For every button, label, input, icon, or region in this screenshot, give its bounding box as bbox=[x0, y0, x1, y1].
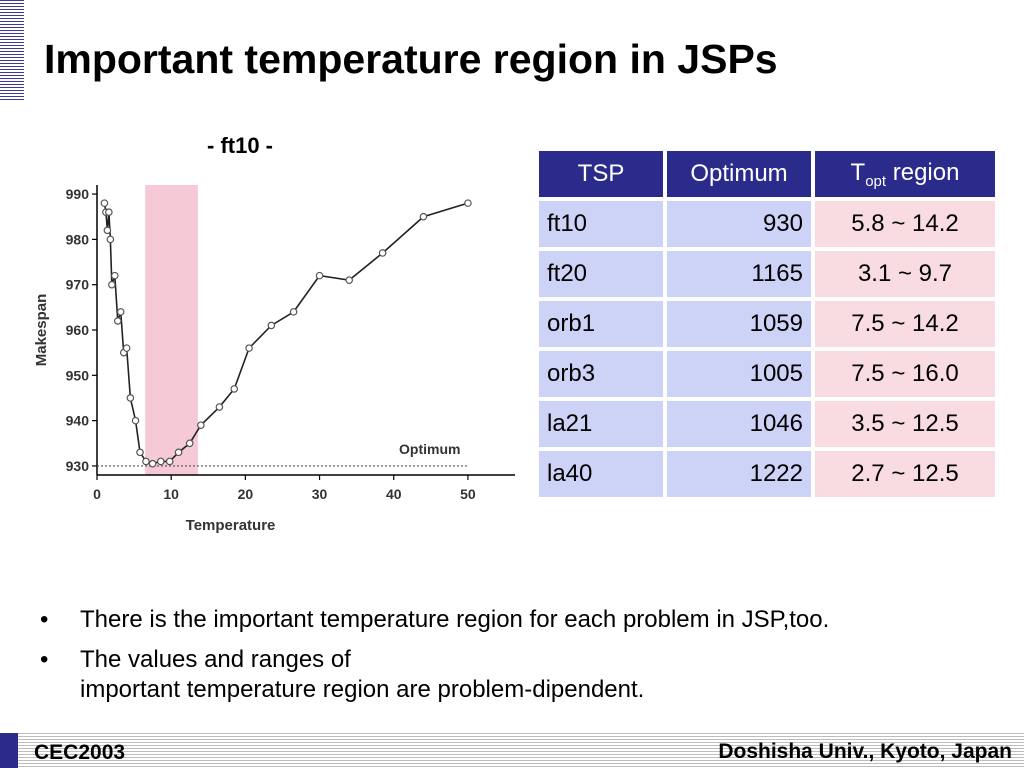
data-point bbox=[122, 344, 131, 352]
cell-tsp: orb3 bbox=[539, 351, 663, 397]
header-opt-subscript: opt bbox=[865, 172, 887, 190]
bullet-item: • There is the important temperature reg… bbox=[40, 605, 829, 635]
header-region-text: region bbox=[886, 158, 960, 186]
data-point bbox=[185, 439, 194, 448]
y-tick-label: 950 bbox=[66, 367, 90, 383]
data-point bbox=[464, 199, 472, 207]
cell-tsp: ft20 bbox=[539, 251, 663, 297]
jsp-table: TSP Optimum Topt region ft10 930 5.8 ~ 1… bbox=[535, 147, 999, 501]
data-point bbox=[131, 416, 140, 425]
cell-region: 3.5 ~ 12.5 bbox=[815, 401, 995, 447]
cell-optimum: 1165 bbox=[667, 251, 811, 297]
bullet-text: There is the important temperature regio… bbox=[80, 606, 830, 633]
x-tick-label: 50 bbox=[460, 486, 476, 502]
table-row: ft10 930 5.8 ~ 14.2 bbox=[539, 201, 995, 247]
data-point bbox=[165, 457, 174, 466]
cell-region: 5.8 ~ 14.2 bbox=[815, 201, 995, 247]
y-tick-label: 980 bbox=[66, 231, 90, 247]
footer-conference: CEC2003 bbox=[34, 741, 126, 764]
table-row: la21 1046 3.5 ~ 12.5 bbox=[539, 401, 995, 447]
cell-optimum: 1059 bbox=[667, 301, 811, 347]
cell-region: 7.5 ~ 16.0 bbox=[815, 351, 995, 397]
cell-tsp: la21 bbox=[539, 401, 663, 447]
x-tick-label: 30 bbox=[312, 486, 328, 502]
data-point bbox=[103, 226, 112, 235]
y-tick-label: 990 bbox=[66, 186, 90, 202]
chart-title: - ft10 - bbox=[207, 133, 273, 158]
cell-tsp: la40 bbox=[539, 451, 663, 497]
y-tick-label: 970 bbox=[66, 277, 90, 293]
table-row: orb3 1005 7.5 ~ 16.0 bbox=[539, 351, 995, 397]
data-point bbox=[267, 321, 276, 330]
decorative-stripe-bar bbox=[0, 0, 24, 100]
data-point bbox=[106, 235, 115, 244]
data-point bbox=[113, 317, 122, 325]
cell-tsp: orb1 bbox=[539, 301, 663, 347]
data-point bbox=[111, 271, 119, 280]
bullet-dot-icon: • bbox=[40, 646, 49, 673]
data-point bbox=[230, 385, 239, 393]
data-point bbox=[174, 448, 183, 457]
table-row: ft20 1165 3.1 ~ 9.7 bbox=[539, 251, 995, 297]
header-topt-region: Topt region bbox=[815, 151, 995, 197]
x-tick-label: 10 bbox=[163, 486, 179, 502]
x-axis-label: Temperature bbox=[186, 517, 276, 534]
data-point bbox=[108, 280, 116, 289]
optimum-label: Optimum bbox=[399, 441, 460, 457]
slide-title: Important temperature region in JSPs bbox=[44, 36, 778, 82]
cell-region: 2.7 ~ 12.5 bbox=[815, 451, 995, 497]
y-tick-label: 930 bbox=[66, 458, 90, 474]
header-tsp: TSP bbox=[539, 151, 663, 197]
data-point bbox=[156, 457, 165, 466]
data-point bbox=[100, 199, 109, 207]
cell-optimum: 930 bbox=[667, 201, 811, 247]
data-point bbox=[419, 212, 428, 221]
cell-region: 3.1 ~ 9.7 bbox=[815, 251, 995, 297]
data-point bbox=[315, 271, 324, 280]
footer-affiliation: Doshisha Univ., Kyoto, Japan bbox=[718, 740, 1012, 763]
x-tick-label: 40 bbox=[386, 486, 402, 502]
cell-optimum: 1222 bbox=[667, 451, 811, 497]
table-row: orb1 1059 7.5 ~ 14.2 bbox=[539, 301, 995, 347]
data-point bbox=[116, 308, 125, 316]
data-point bbox=[197, 421, 205, 429]
makespan-temperature-chart: 930 940 950 960 970 980 990 0 10 20 30 40 50 Temperat… bbox=[33, 185, 515, 534]
bullet-text: The values and ranges of bbox=[80, 646, 351, 673]
footer-accent-mark bbox=[0, 733, 18, 768]
data-point bbox=[105, 208, 113, 216]
bullet-list: • There is the important temperature reg… bbox=[40, 605, 829, 715]
y-tick-label: 940 bbox=[66, 413, 90, 429]
bullet-dot-icon: • bbox=[40, 606, 49, 633]
cell-region: 7.5 ~ 14.2 bbox=[815, 301, 995, 347]
header-optimum: Optimum bbox=[667, 151, 811, 197]
table-header-row: TSP Optimum Topt region bbox=[539, 151, 995, 197]
data-point bbox=[136, 448, 144, 457]
data-point bbox=[148, 459, 157, 468]
important-region-band bbox=[145, 185, 198, 475]
cell-optimum: 1005 bbox=[667, 351, 811, 397]
data-point bbox=[245, 344, 253, 352]
cell-optimum: 1046 bbox=[667, 401, 811, 447]
footer-bar: CEC2003 Doshisha Univ., Kyoto, Japan bbox=[0, 733, 1024, 768]
table-row: la40 1222 2.7 ~ 12.5 bbox=[539, 451, 995, 497]
bullet-text-continued: important temperature region are problem… bbox=[80, 676, 645, 703]
cell-tsp: ft10 bbox=[539, 201, 663, 247]
data-point bbox=[345, 276, 354, 284]
data-point bbox=[378, 249, 387, 257]
header-t: T bbox=[850, 158, 866, 186]
data-point bbox=[142, 457, 150, 466]
data-point bbox=[215, 403, 224, 411]
bullet-item: • The values and ranges of important tem… bbox=[40, 645, 829, 705]
x-tick-label: 0 bbox=[93, 486, 101, 502]
data-point bbox=[289, 308, 298, 316]
y-tick-label: 960 bbox=[66, 322, 90, 338]
data-point bbox=[126, 394, 135, 402]
y-axis-label: Makespan bbox=[33, 294, 50, 367]
x-tick-label: 20 bbox=[238, 486, 254, 502]
